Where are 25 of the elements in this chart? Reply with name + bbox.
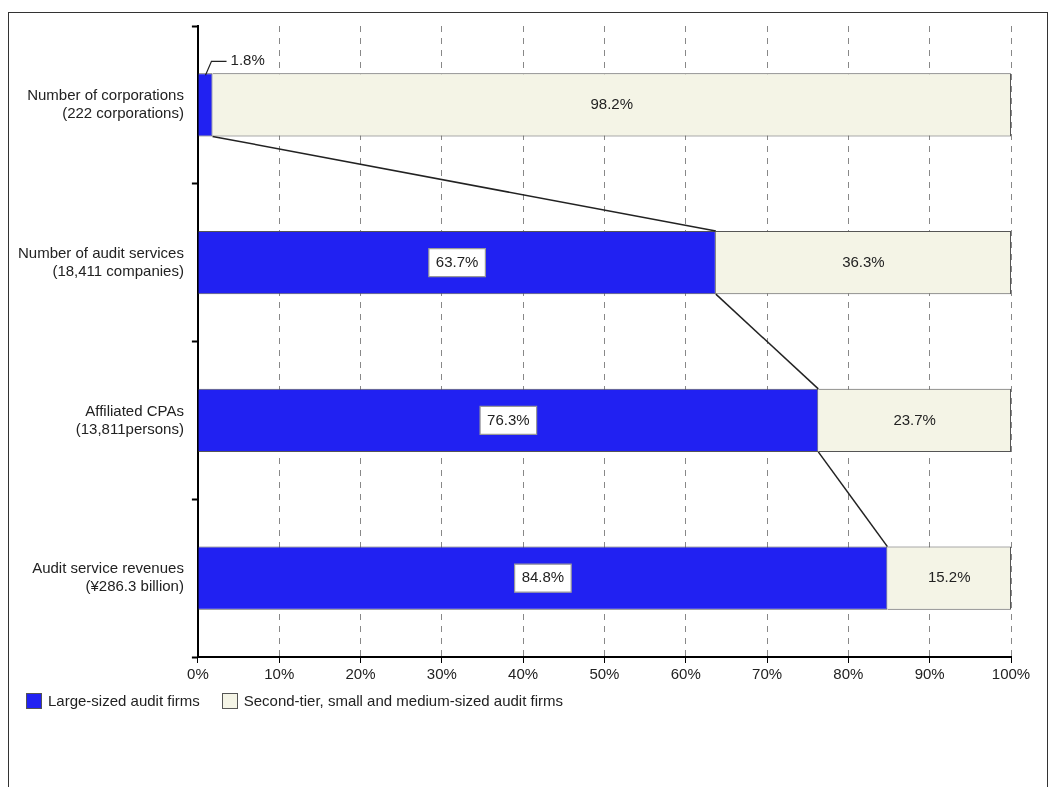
data-label: 15.2% <box>927 568 971 586</box>
data-label: 84.8% <box>521 568 565 586</box>
x-tick-label: 30% <box>426 665 457 683</box>
data-label: 1.8% <box>230 51 265 69</box>
x-tick-label: 80% <box>833 665 864 683</box>
data-label: 98.2% <box>590 95 634 113</box>
legend-label: Second-tier, small and medium-sized audit firms <box>243 692 564 709</box>
y-tick-label: Audit service revenues (¥286.3 billion) <box>32 559 184 595</box>
data-label: 63.7% <box>435 252 479 270</box>
y-tick-label: Affiliated CPAs (13,811persons) <box>75 401 184 437</box>
x-tick-label: 0% <box>187 665 209 683</box>
legend-label: Large-sized audit firms <box>48 692 200 709</box>
y-tick-label: Number of corporations (222 corporations) <box>27 86 184 122</box>
x-tick-label: 50% <box>589 665 620 683</box>
x-tick-label: 90% <box>914 665 945 683</box>
x-tick-label: 40% <box>508 665 539 683</box>
data-label: 23.7% <box>893 410 936 428</box>
x-tick-label: 100% <box>991 665 1031 683</box>
y-tick-label: Number of audit services (18,411 companies) <box>17 243 184 279</box>
x-tick-label: 10% <box>264 665 295 683</box>
x-tick-label: 60% <box>670 665 701 683</box>
data-label: 36.3% <box>842 252 885 270</box>
x-tick-label: 20% <box>345 665 376 683</box>
data-label: 76.3% <box>487 410 530 428</box>
x-tick-label: 70% <box>752 665 783 683</box>
